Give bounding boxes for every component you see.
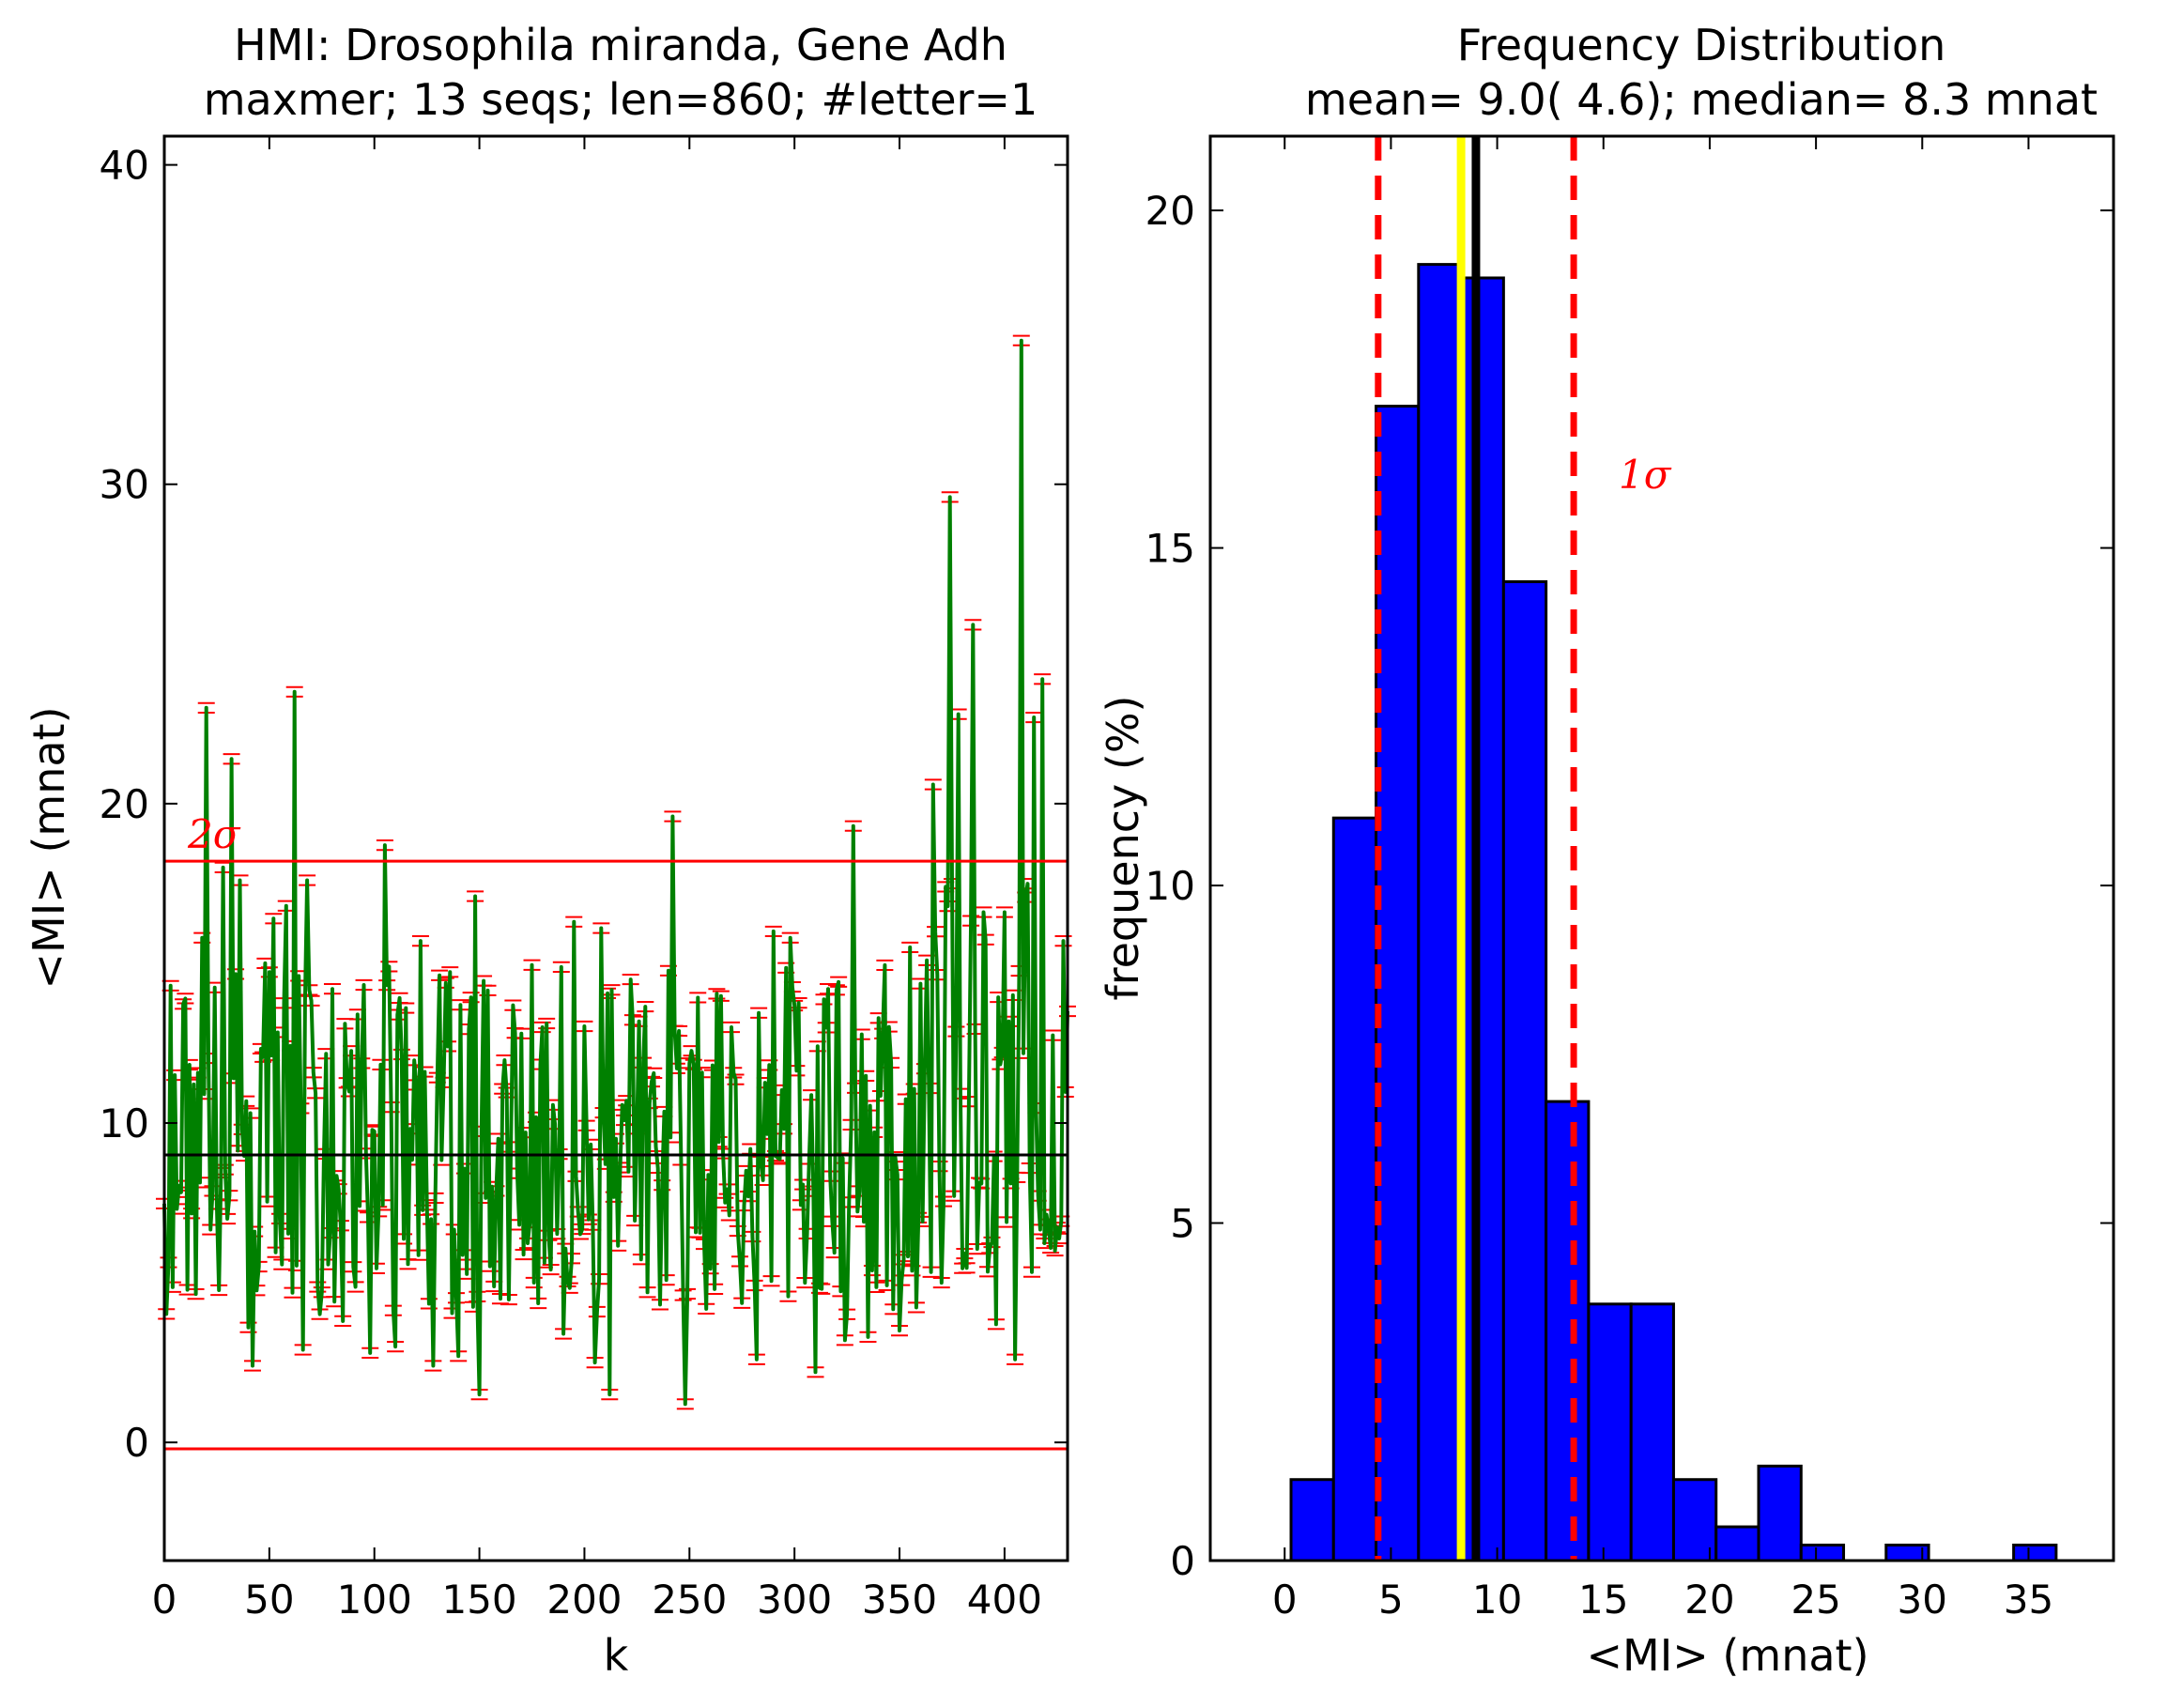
histogram-bar: [1629, 1302, 1675, 1562]
right-xtick-label: 0: [1272, 1577, 1298, 1623]
histogram-bar: [1289, 1478, 1335, 1562]
right-ytick-label: 10: [1145, 863, 1195, 909]
histogram-bar: [1331, 816, 1378, 1562]
right-xtick-label: 35: [2004, 1577, 2053, 1623]
left-xtick-label: 0: [152, 1577, 177, 1623]
left-ytick-label: 40: [100, 143, 149, 189]
right-panel: Frequency Distribution mean= 9.0( 4.6); …: [1098, 20, 2115, 1681]
histogram-bar: [1757, 1464, 1803, 1562]
left-xtick-label: 250: [652, 1577, 727, 1623]
histogram-bar: [1587, 1302, 1633, 1562]
left-ylabel: <MI> (mnat): [23, 706, 74, 989]
right-title: Frequency Distribution: [1457, 20, 1946, 70]
right-subtitle: mean= 9.0( 4.6); median= 8.3 mnat: [1305, 74, 2098, 125]
histogram-bar: [1417, 263, 1463, 1562]
right-xtick-label: 30: [1898, 1577, 1947, 1623]
right-ytick-label: 0: [1170, 1538, 1195, 1584]
left-series-line: [162, 338, 1069, 1407]
histogram-bar: [1545, 1100, 1591, 1562]
left-xtick-label: 350: [862, 1577, 937, 1623]
left-xtick-label: 50: [244, 1577, 294, 1623]
histogram-bar: [1501, 580, 1548, 1562]
histogram-bar: [1714, 1525, 1760, 1562]
right-sigma-label: 1σ: [1619, 452, 1672, 498]
right-axes-frame: [1208, 134, 2115, 1562]
right-ytick-label: 20: [1145, 188, 1195, 234]
right-yticks: 0 5 10 15 20: [1145, 188, 2114, 1584]
left-xtick-label: 150: [441, 1577, 516, 1623]
left-xtick-label: 100: [337, 1577, 412, 1623]
left-subtitle: maxmer; 13 seqs; len=860; #letter=1: [204, 74, 1038, 125]
left-xtick-label: 400: [967, 1577, 1042, 1623]
right-ylabel: frequency (%): [1098, 696, 1148, 1001]
left-yticks: 0 10 20 30 40: [100, 143, 1068, 1466]
left-ytick-label: 0: [124, 1420, 149, 1466]
right-xtick-label: 25: [1791, 1577, 1840, 1623]
left-sigma-group: [164, 859, 1068, 1451]
right-ytick-label: 5: [1170, 1201, 1195, 1247]
left-panel: HMI: Drosophila miranda, Gene Adh maxmer…: [23, 20, 1076, 1681]
left-xlabel: k: [604, 1630, 629, 1681]
right-sigma-group: [1375, 136, 1577, 1561]
left-sigma-label: 2σ: [187, 811, 241, 857]
histogram-bar: [2012, 1543, 2058, 1562]
left-axes-frame: [162, 134, 1069, 1562]
histogram-bar: [1459, 276, 1505, 1562]
left-xtick-label: 200: [546, 1577, 622, 1623]
histogram-bar: [1375, 405, 1421, 1562]
right-xticks: 0 5 10 15 20 25 30 35: [1272, 136, 2053, 1623]
left-xticks: 0 50 100 150 200 250 300 350 400: [152, 136, 1042, 1623]
right-xtick-label: 10: [1472, 1577, 1522, 1623]
histogram-bar: [1671, 1478, 1718, 1562]
histogram-bar: [1799, 1543, 1846, 1562]
right-xtick-label: 5: [1378, 1577, 1404, 1623]
right-ytick-label: 15: [1145, 526, 1195, 572]
left-xtick-label: 300: [757, 1577, 832, 1623]
right-xtick-label: 15: [1578, 1577, 1628, 1623]
left-ytick-label: 30: [100, 462, 149, 508]
left-title: HMI: Drosophila miranda, Gene Adh: [234, 20, 1007, 70]
right-bars: [1289, 263, 2058, 1562]
right-xlabel: <MI> (mnat): [1586, 1630, 1868, 1681]
left-ytick-label: 10: [100, 1100, 149, 1146]
left-ytick-label: 20: [100, 781, 149, 827]
right-xtick-label: 20: [1684, 1577, 1734, 1623]
